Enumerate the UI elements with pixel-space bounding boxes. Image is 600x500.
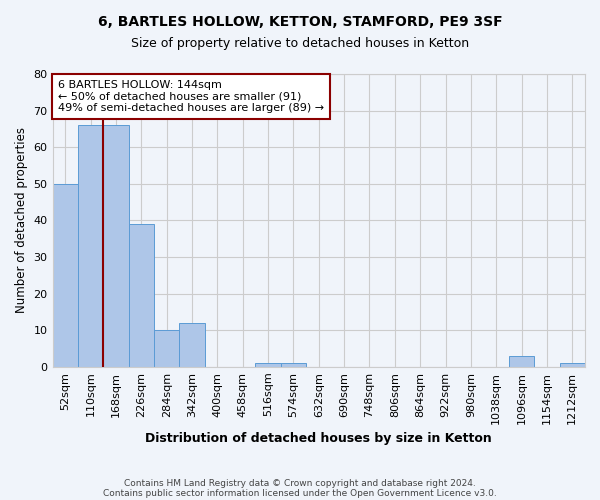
Bar xyxy=(256,363,281,367)
Bar xyxy=(154,330,179,367)
Y-axis label: Number of detached properties: Number of detached properties xyxy=(15,128,28,314)
Bar xyxy=(53,184,78,367)
Bar xyxy=(281,363,306,367)
Bar xyxy=(509,356,534,367)
Text: 6, BARTLES HOLLOW, KETTON, STAMFORD, PE9 3SF: 6, BARTLES HOLLOW, KETTON, STAMFORD, PE9… xyxy=(98,15,502,29)
Text: Contains public sector information licensed under the Open Government Licence v3: Contains public sector information licen… xyxy=(103,488,497,498)
Bar xyxy=(179,323,205,367)
Bar xyxy=(560,363,585,367)
Text: Size of property relative to detached houses in Ketton: Size of property relative to detached ho… xyxy=(131,38,469,51)
Text: 6 BARTLES HOLLOW: 144sqm
← 50% of detached houses are smaller (91)
49% of semi-d: 6 BARTLES HOLLOW: 144sqm ← 50% of detach… xyxy=(58,80,324,113)
X-axis label: Distribution of detached houses by size in Ketton: Distribution of detached houses by size … xyxy=(145,432,492,445)
Bar xyxy=(128,224,154,367)
Bar xyxy=(103,125,128,367)
Bar xyxy=(78,125,103,367)
Text: Contains HM Land Registry data © Crown copyright and database right 2024.: Contains HM Land Registry data © Crown c… xyxy=(124,478,476,488)
